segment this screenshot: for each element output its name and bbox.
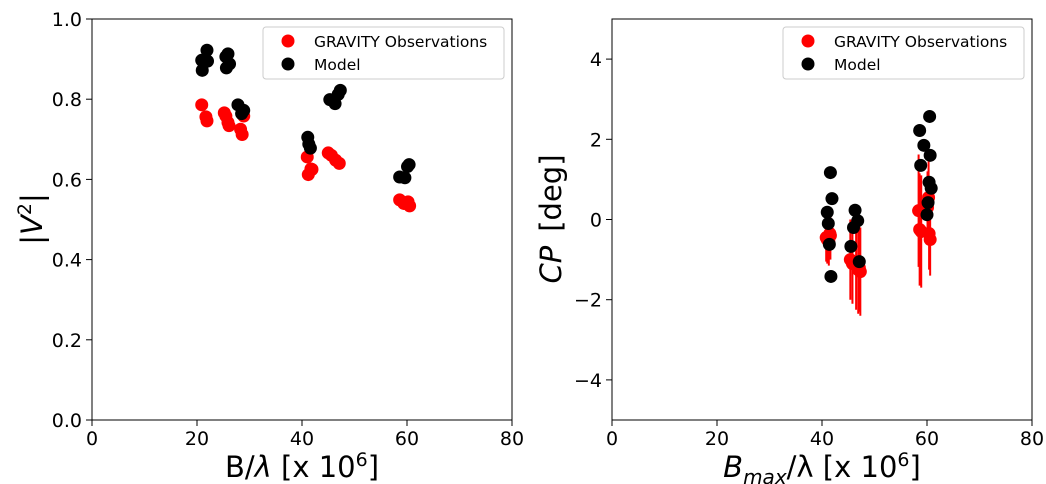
left-y-tick-label: 0.4 (52, 250, 82, 272)
left-x-tick-label: 20 (185, 428, 209, 450)
right-y-tick-label: −2 (574, 290, 602, 312)
left-model-point (200, 43, 214, 57)
left-observation-point (200, 114, 214, 128)
left-model-point (398, 171, 412, 185)
left-legend-label-observations: GRAVITY Observations (314, 33, 487, 51)
left-plot-frame (91, 18, 513, 421)
right-data-marks (819, 109, 938, 316)
left-observation-point (235, 127, 249, 141)
left-legend: GRAVITY Observations Model (262, 26, 505, 80)
right-plot-frame (611, 18, 1033, 421)
left-y-tick-label: 0.8 (52, 89, 82, 111)
left-model-point (201, 54, 214, 68)
right-x-axis-title: Bmax/λ [x 106] (723, 449, 921, 484)
right-model-point (921, 196, 935, 210)
left-x-tick-label: 60 (395, 428, 419, 450)
right-x-tick-label: 60 (915, 428, 939, 450)
left-y-tick-label: 0.2 (52, 330, 82, 352)
left-x-ticks: 0 20 40 60 80 (86, 420, 524, 450)
left-model-point (237, 103, 251, 117)
right-observation-point (923, 233, 937, 247)
right-model-point (821, 217, 835, 231)
right-model-point (844, 239, 858, 253)
left-y-tick-label: 1.0 (52, 9, 82, 31)
right-y-tick-label: 4 (590, 49, 602, 71)
left-model-point (333, 83, 347, 97)
left-x-tick-label: 80 (500, 428, 524, 450)
left-observation-point (195, 98, 209, 112)
left-observation-point (403, 199, 417, 213)
right-legend-marker-observations (801, 34, 815, 48)
right-model-point (820, 205, 834, 219)
left-legend-box (262, 26, 505, 80)
left-x-tick-label: 0 (86, 428, 98, 450)
left-legend-marker-observations (281, 34, 295, 48)
right-model-point (920, 208, 934, 222)
left-observation-point (222, 119, 236, 133)
right-y-tick-label: −4 (574, 370, 602, 392)
right-legend-label-model: Model (834, 56, 881, 74)
right-x-tick-label: 0 (606, 428, 618, 450)
right-legend-box (782, 26, 1025, 80)
right-x-tick-label: 20 (705, 428, 729, 450)
left-legend-marker-model (281, 57, 295, 71)
right-model-point (822, 237, 836, 251)
left-model-point (221, 47, 235, 61)
right-legend: GRAVITY Observations Model (782, 26, 1025, 80)
right-y-axis-title: CP[deg] (534, 154, 568, 283)
right-y-tick-label: 2 (590, 129, 602, 151)
right-model-point (924, 181, 938, 195)
right-model-point (913, 123, 927, 137)
right-model-point (923, 148, 937, 162)
right-model-point (851, 214, 865, 228)
right-model-point (914, 158, 928, 172)
right-legend-label-observations: GRAVITY Observations (834, 33, 1007, 51)
right-x-tick-label: 80 (1020, 428, 1044, 450)
right-legend-marker-model (801, 57, 815, 71)
right-observation-point (853, 265, 867, 279)
left-y-tick-label: 0.6 (52, 169, 82, 191)
left-y-ticks: 0.0 0.2 0.4 0.6 0.8 1.0 (52, 9, 92, 432)
right-model-point (852, 255, 866, 269)
right-model-point (848, 203, 862, 217)
chart-left: 0 20 40 60 80 0.0 0.2 0.4 0.6 0.8 1.0 GRAVITY Obs… (14, 9, 524, 484)
left-model-point (402, 158, 416, 172)
right-model-point (823, 166, 837, 180)
right-model-point (917, 138, 931, 152)
right-model-point (923, 109, 937, 123)
right-x-ticks: 0 20 40 60 80 (606, 420, 1044, 450)
right-y-ticks: −4 −2 0 2 4 (574, 49, 612, 392)
left-x-tick-label: 40 (290, 428, 314, 450)
right-x-tick-label: 40 (810, 428, 834, 450)
left-data-marks (195, 43, 417, 213)
left-model-point (303, 141, 317, 155)
right-y-tick-label: 0 (590, 210, 602, 232)
right-model-point (824, 269, 838, 283)
right-model-point (825, 192, 839, 206)
chart-right: 0 20 40 60 80 −4 −2 0 2 4 GRAVITY Observations M… (534, 18, 1044, 484)
left-model-point (223, 57, 237, 71)
left-x-axis-title: B/λ [x 106] (225, 449, 379, 484)
left-observation-point (305, 162, 319, 176)
left-y-axis-title: |V2| (14, 193, 49, 245)
left-observation-point (332, 156, 346, 170)
left-y-tick-label: 0.0 (52, 410, 82, 432)
left-legend-label-model: Model (314, 56, 361, 74)
